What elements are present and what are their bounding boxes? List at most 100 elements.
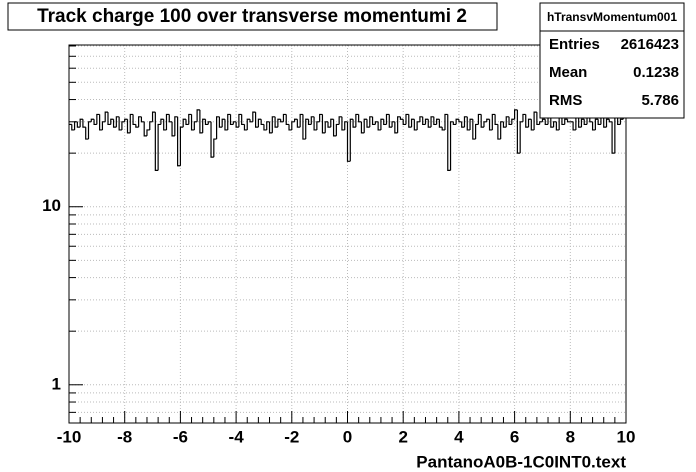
histogram-bin [419,116,423,122]
histogram-bin [447,114,451,172]
histogram-bin [552,121,557,128]
stats-label: Entries [549,36,600,53]
histogram-bin [118,116,122,131]
histogram-bin [494,114,498,126]
histogram-bin [344,121,348,130]
histogram-bin [433,116,437,126]
histogram-bin [79,118,83,128]
x-tick-label: 10 [617,427,636,446]
histogram-bin [307,119,312,126]
histogram-bin [502,121,507,128]
x-tick-label: 6 [510,427,519,446]
stats-value: 2616423 [621,36,679,53]
histogram-bin [371,116,376,126]
histogram-bin [591,121,596,131]
stats-value: 5.786 [641,92,679,109]
histogram-bin [263,124,267,131]
x-tick-label: 0 [343,427,352,446]
histogram-bin [282,113,287,122]
histogram-bin [285,114,290,126]
histogram-bin [539,121,543,125]
histogram-bin [541,118,546,122]
histogram-bin [491,113,496,130]
histogram-bin [260,119,264,126]
histogram-bin [182,118,186,128]
histogram-bin [436,118,440,125]
histogram-bin [174,116,178,136]
histogram-bin [229,114,234,126]
histogram-bin [138,116,142,128]
x-tick-label: -8 [117,427,132,446]
histogram-bin [87,121,92,140]
histogram-bin [151,111,156,122]
histogram-bin [605,118,610,128]
histogram-bin [227,113,231,130]
histogram-bin [305,118,309,140]
histogram-bin [149,121,153,130]
histogram-bin [252,111,256,122]
histogram-bin [82,119,86,128]
histogram-bin [221,118,225,128]
histogram-bin [441,127,445,131]
histogram-bin [235,121,239,128]
histogram-bin [533,111,537,130]
histogram-bin [405,113,409,125]
histogram-bin [427,119,432,128]
x-tick-label: -2 [284,427,299,446]
histogram-bin [293,118,298,122]
histogram-bin [514,109,518,120]
histogram-bin [90,118,95,122]
histogram-bin [165,113,170,130]
histogram-bin [486,118,490,122]
histogram-bin [274,116,278,128]
histogram-bin [555,121,560,131]
histogram-bin [472,119,476,140]
histogram-bin [76,121,81,128]
histogram-bin [603,116,607,128]
histogram-bin [452,121,457,126]
histogram-bin [550,114,554,128]
histogram-bin [241,114,245,126]
histogram-bin [530,119,535,131]
histogram-bin [232,121,237,125]
histogram-bin [171,121,175,137]
histogram-bin [341,116,345,131]
histogram-bin [107,112,111,126]
histogram-bin [500,121,504,140]
histogram-bin [461,121,465,128]
histogram-bin [313,116,317,131]
stats-label: Mean [549,64,587,81]
histogram-bin [449,121,454,171]
histogram-bin [444,113,448,130]
histogram-bin [352,119,356,128]
histogram-bin [213,138,217,158]
histogram-bin [210,121,214,158]
histogram-bin [216,116,220,140]
histogram-bin [330,118,334,128]
histogram-bin [254,112,259,128]
stats-value: 0.1238 [633,64,679,81]
histogram-bin [324,121,329,133]
histogram-bin [280,119,284,123]
histogram-bin [578,114,582,128]
histogram-bin [143,121,147,137]
histogram-bin [207,121,212,125]
histogram-bin [408,114,412,128]
histogram-bin [424,118,429,125]
histogram-bin [438,119,443,128]
histogram-bin [527,118,532,128]
histogram-bin [413,119,418,131]
histogram-bin [121,121,125,130]
histogram-bin [519,121,523,154]
histogram-bin [224,119,228,131]
histogram-bin [475,123,479,140]
histogram-bin [346,121,351,162]
histogram-bin [327,121,331,128]
stats-title: hTransvMomentum001 [547,10,677,24]
histogram-bin [99,114,103,131]
histogram-bin [132,114,136,126]
histogram-bin [243,124,248,131]
histogram-bin [458,119,462,123]
histogram-bin [185,119,189,126]
